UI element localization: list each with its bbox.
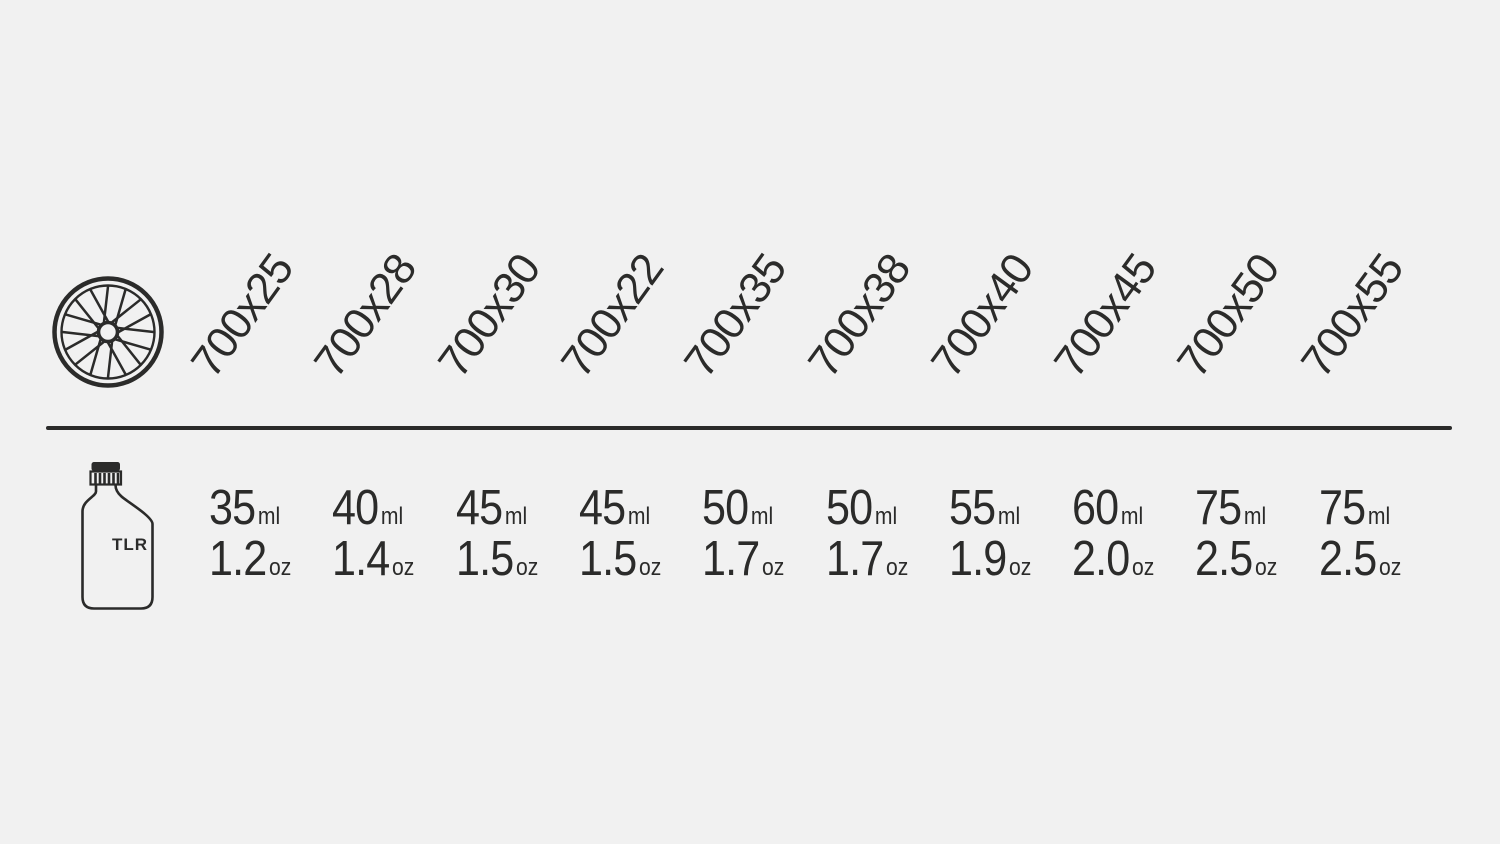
tire-size-header: 700x25	[181, 245, 303, 387]
volume-unit-label: ml	[874, 503, 897, 530]
volume-ml: 50 ml	[702, 484, 773, 533]
volume-oz: 2.0 oz	[1072, 535, 1154, 584]
volume-unit-label: ml	[1244, 503, 1267, 530]
column-700x45: 700x45 60 ml 2.0 oz	[1045, 0, 1195, 844]
volume-unit-label: ml	[1367, 503, 1390, 530]
column-700x38: 700x38 50 ml 1.7 oz	[798, 0, 949, 844]
bottle-cap-icon	[89, 462, 123, 486]
volume-oz: 1.7 oz	[826, 535, 908, 584]
volume-unit-label: ml	[381, 503, 404, 530]
volume-oz: 1.9 oz	[949, 535, 1031, 584]
volume-oz: 2.5 oz	[1319, 535, 1401, 584]
column-700x28: 700x28 40 ml 1.4 oz	[305, 0, 455, 844]
divider-line	[46, 426, 1452, 430]
volume-unit-label: ml	[1120, 503, 1144, 530]
volume-unit-label: ml	[997, 503, 1020, 530]
bicycle-wheel-icon	[52, 276, 164, 388]
volume-unit-label: oz	[1378, 554, 1401, 581]
volume-oz: 1.5 oz	[579, 535, 661, 584]
volume-ml: 75 ml	[1195, 484, 1266, 533]
column-700x40: 700x40 55 ml 1.9 oz	[922, 0, 1072, 844]
volume-number: 40	[332, 481, 379, 535]
volume-ml: 35 ml	[209, 484, 280, 533]
volume-unit-label: oz	[885, 554, 908, 581]
volume-ml: 55 ml	[949, 484, 1020, 533]
column-700x30: 700x30 45 ml 1.5 oz	[429, 0, 579, 844]
volume-number: 1.7	[825, 532, 884, 586]
volume-unit-label: oz	[1255, 554, 1278, 581]
volume-unit-label: ml	[257, 503, 281, 530]
volume-ml: 40 ml	[332, 484, 403, 533]
volume-number: 1.9	[948, 532, 1007, 586]
volume-oz: 1.7 oz	[702, 535, 784, 584]
volume-unit-label: oz	[515, 554, 538, 581]
volume-unit-label: ml	[504, 503, 527, 530]
volume-unit-label: ml	[751, 503, 774, 530]
volume-ml: 45 ml	[579, 484, 650, 533]
volume-oz: 2.5 oz	[1195, 535, 1277, 584]
volume-number: 75	[1195, 481, 1242, 535]
volume-number: 35	[209, 481, 256, 535]
volume-number: 45	[455, 481, 503, 535]
volume-ml: 60 ml	[1072, 484, 1143, 533]
column-700x22: 700x22 45 ml 1.5 oz	[552, 0, 702, 844]
volume-unit-label: oz	[1008, 554, 1032, 581]
volume-number: 75	[1318, 481, 1366, 535]
volume-number: 2.5	[1318, 532, 1377, 586]
volume-oz: 1.2 oz	[209, 535, 291, 584]
column-700x25: 700x25 35 ml 1.2 oz	[182, 0, 332, 844]
volume-number: 1.5	[455, 532, 514, 586]
volume-unit-label: oz	[762, 554, 785, 581]
bottle-label: TLR	[112, 535, 148, 554]
volume-ml: 45 ml	[456, 484, 527, 533]
column-700x55: 700x55 75 ml 2.5 oz	[1292, 0, 1442, 844]
column-700x35: 700x35 50 ml 1.7 oz	[675, 0, 825, 844]
volume-unit-label: oz	[638, 554, 662, 581]
sealant-bottle-icon: TLR	[81, 462, 154, 610]
volume-number: 2.5	[1195, 532, 1253, 586]
volume-oz: 1.5 oz	[456, 535, 538, 584]
bottle-body-outline	[81, 483, 154, 610]
volume-number: 50	[702, 481, 749, 535]
volume-number: 2.0	[1072, 532, 1130, 586]
volume-ml: 50 ml	[826, 484, 897, 533]
volume-oz: 1.4 oz	[332, 535, 414, 584]
volume-number: 1.4	[332, 532, 390, 586]
volume-number: 60	[1072, 481, 1119, 535]
volume-unit-label: oz	[1132, 554, 1155, 581]
volume-number: 1.5	[578, 532, 637, 586]
volume-number: 45	[578, 481, 626, 535]
volume-number: 1.2	[209, 532, 267, 586]
volume-ml: 75 ml	[1319, 484, 1390, 533]
volume-number: 50	[825, 481, 873, 535]
column-700x50: 700x50 75 ml 2.5 oz	[1168, 0, 1318, 844]
volume-number: 1.7	[702, 532, 760, 586]
volume-number: 55	[948, 481, 996, 535]
volume-unit-label: oz	[268, 554, 292, 581]
volume-unit-label: oz	[392, 554, 415, 581]
volume-unit-label: ml	[627, 503, 651, 530]
